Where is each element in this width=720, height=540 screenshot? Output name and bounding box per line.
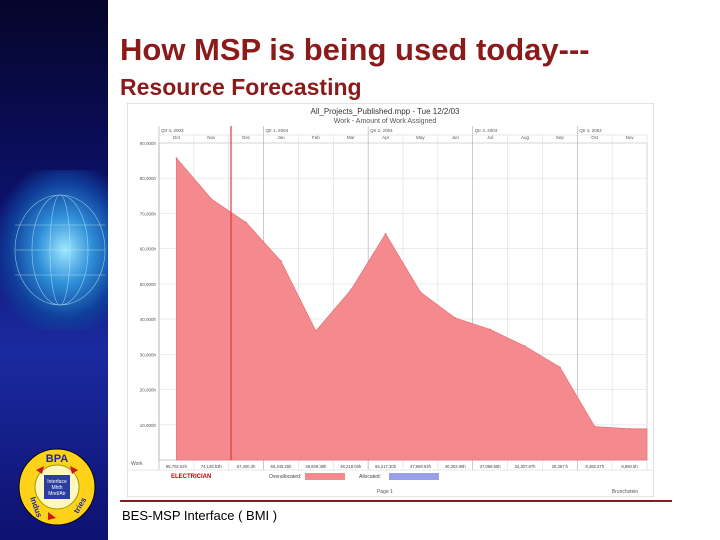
value-label: 47,659.53h <box>410 464 432 469</box>
x-tick-label: Apr <box>382 135 390 140</box>
legend-overallocated-label: Overallocated: <box>269 474 301 480</box>
x-tick-label: May <box>416 135 425 140</box>
value-label: 36,609.38h <box>305 464 327 469</box>
value-label: 67,400.3h <box>237 464 256 469</box>
series-point <box>245 221 248 224</box>
legend-overallocated-swatch <box>305 473 345 480</box>
value-label: 85,702.02h <box>166 464 188 469</box>
bpa-logo: Interface Mhth Mnd/Atr BPA Indus tries <box>18 448 96 526</box>
period-label: Qtr 1, 2004 <box>266 128 289 133</box>
value-label: 48,219.03h <box>340 464 362 469</box>
resource-forecast-chart: All_Projects_Published.mpp - Tue 12/2/03… <box>127 103 654 497</box>
y-tick-label: 20,000h <box>140 388 157 393</box>
series-point <box>210 198 213 200</box>
x-tick-label: Aug <box>521 135 530 140</box>
series-overallocated-area <box>176 157 648 461</box>
slide-title: How MSP is being used today--- <box>120 32 590 67</box>
chart-title: All_Projects_Published.mpp - Tue 12/2/03 <box>311 107 461 116</box>
series-point <box>454 317 457 319</box>
series-point <box>314 330 317 332</box>
value-label: 32,307.87h <box>515 464 537 469</box>
chart-footer-right: Brunchstein <box>612 489 639 495</box>
series-point <box>489 328 492 331</box>
series-point <box>524 345 526 348</box>
period-label: Qtr 2, 2004 <box>370 128 393 133</box>
globe-grid-lines <box>14 194 106 306</box>
slide-subtitle: Resource Forecasting <box>120 74 362 100</box>
chart-page-number: Page 1 <box>377 489 393 495</box>
x-tick-label: Jul <box>487 135 493 140</box>
logo-text-top: BPA <box>46 453 68 465</box>
x-tick-label: Sep <box>556 135 565 140</box>
x-tick-label: Oct <box>591 135 599 140</box>
x-tick-label: Jan <box>277 135 285 140</box>
footer-rule <box>120 500 672 502</box>
resource-forecast-chart-svg: All_Projects_Published.mpp - Tue 12/2/03… <box>127 103 654 497</box>
y-tick-label: 40,000h <box>140 317 157 322</box>
series-point <box>628 427 631 430</box>
value-label: 64,217.30h <box>375 464 397 469</box>
series-point <box>175 157 178 160</box>
series-point <box>558 366 561 369</box>
y-tick-label: 60,000h <box>140 247 157 252</box>
series-point <box>349 289 352 292</box>
x-tick-label: Jun <box>452 135 460 140</box>
x-tick-label: Dec <box>242 135 251 140</box>
x-tick-label: Oct <box>173 135 181 140</box>
period-label: Qtr 3, 2004 <box>475 128 498 133</box>
legend-allocated-swatch <box>389 473 439 480</box>
slide-footer: BES-MSP Interface ( BMI ) <box>122 508 278 523</box>
value-label: 26,357.h <box>552 464 569 469</box>
x-tick-label: Nov <box>626 135 635 140</box>
period-label: Qtr 4, 2004 <box>579 128 602 133</box>
value-label: 9,482.27h <box>585 464 604 469</box>
logo-inner-line-2: Mhth <box>51 485 62 491</box>
x-tick-label: Feb <box>312 135 320 140</box>
x-tick-label: Mar <box>347 135 355 140</box>
value-label: 74,129.53h <box>201 464 223 469</box>
y-tick-label: 50,000h <box>140 282 157 287</box>
series-point <box>593 425 596 428</box>
resource-name: ELECTRICIAN <box>171 474 211 480</box>
y-tick-label: 10,000h <box>140 423 157 428</box>
y-tick-label: 30,000h <box>140 352 157 357</box>
y-tick-label: 80,000h <box>140 176 157 181</box>
y-tick-label: 70,000h <box>140 211 157 216</box>
series-point <box>384 232 387 235</box>
value-label: 8,850.5h <box>621 464 638 469</box>
chart-subtitle: Work - Amount of Work Assigned <box>334 118 437 125</box>
logo-inner-line-3: Mnd/Atr <box>48 491 66 497</box>
series-point <box>280 260 282 263</box>
y-tick-label: 90,000h <box>140 141 157 146</box>
value-label: 40,303.08h <box>445 464 467 469</box>
logo-inner-line-1: Interface <box>47 479 67 485</box>
value-label: 56,445.25h <box>271 464 293 469</box>
value-label: 37,058.65h <box>480 464 502 469</box>
legend-allocated-label: Allocated: <box>359 474 381 480</box>
series-point <box>419 291 422 294</box>
row-header: Work <box>131 461 143 467</box>
x-tick-label: Nov <box>207 135 216 140</box>
logo-arrows <box>36 466 78 520</box>
period-label: Qtr 4, 2003 <box>161 128 184 133</box>
